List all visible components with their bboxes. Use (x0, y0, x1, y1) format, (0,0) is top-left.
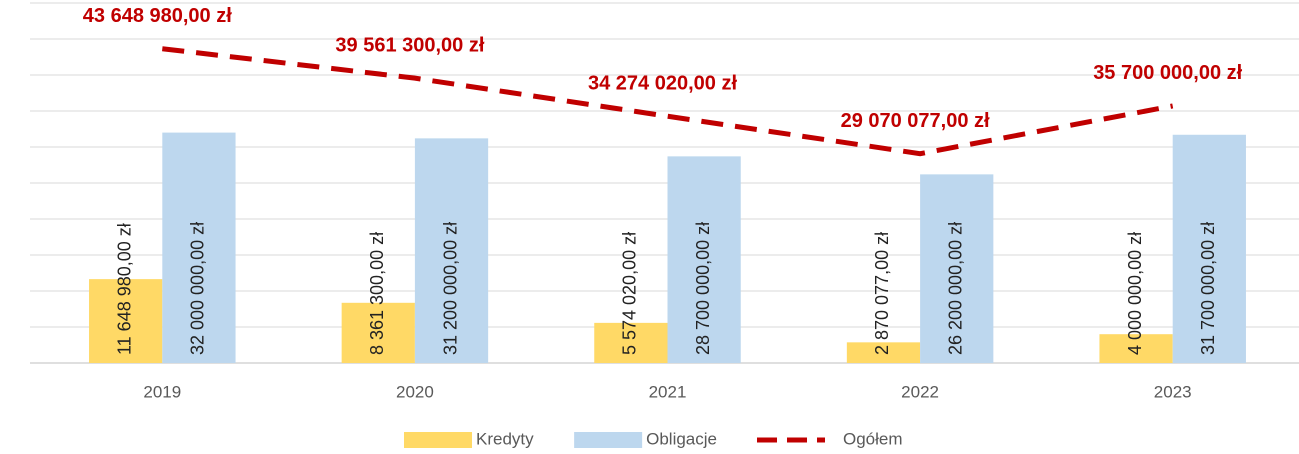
legend-label: Obligacje (646, 429, 717, 448)
legend-label: Kredyty (476, 429, 534, 448)
line-value-label: 29 070 077,00 zł (841, 110, 990, 132)
bar (341, 302, 415, 363)
line-value-label: 43 648 980,00 zł (83, 5, 232, 27)
x-tick-label: 2023 (1154, 382, 1192, 401)
bar (920, 174, 994, 363)
bar (1099, 334, 1173, 363)
x-tick-label: 2022 (901, 382, 939, 401)
line-series (162, 46, 1174, 157)
legend-swatch (574, 432, 643, 448)
legend-swatch (404, 432, 472, 448)
bar (594, 322, 668, 363)
x-tick-label: 2019 (143, 382, 181, 401)
bar-value-label: 2 870 077,00 zł (872, 232, 892, 355)
bar (846, 342, 921, 363)
legend-label: Ogółem (843, 429, 903, 448)
bar-value-label: 31 700 000,00 zł (1198, 222, 1218, 355)
bar-value-label: 28 700 000,00 zł (693, 222, 713, 355)
line-value-label: 39 561 300,00 zł (335, 34, 484, 56)
bar (667, 156, 741, 363)
bar-value-label: 26 200 000,00 zł (945, 222, 965, 355)
line-value-label: 34 274 020,00 zł (588, 73, 737, 95)
bar-value-label: 8 361 300,00 zł (367, 232, 387, 355)
bar-value-label: 32 000 000,00 zł (188, 222, 208, 355)
bar-value-label: 5 574 020,00 zł (620, 232, 640, 355)
bar (162, 132, 236, 363)
line-value-label: 35 700 000,00 zł (1093, 62, 1242, 84)
bar (1172, 134, 1246, 363)
bar-value-label: 11 648 980,00 zł (114, 223, 134, 355)
x-tick-label: 2021 (649, 382, 687, 401)
bar-value-label: 4 000 000,00 zł (1125, 232, 1145, 355)
x-tick-label: 2020 (396, 382, 434, 401)
bar-value-label: 31 200 000,00 zł (440, 222, 460, 355)
bar (414, 138, 489, 363)
bar (89, 279, 163, 363)
